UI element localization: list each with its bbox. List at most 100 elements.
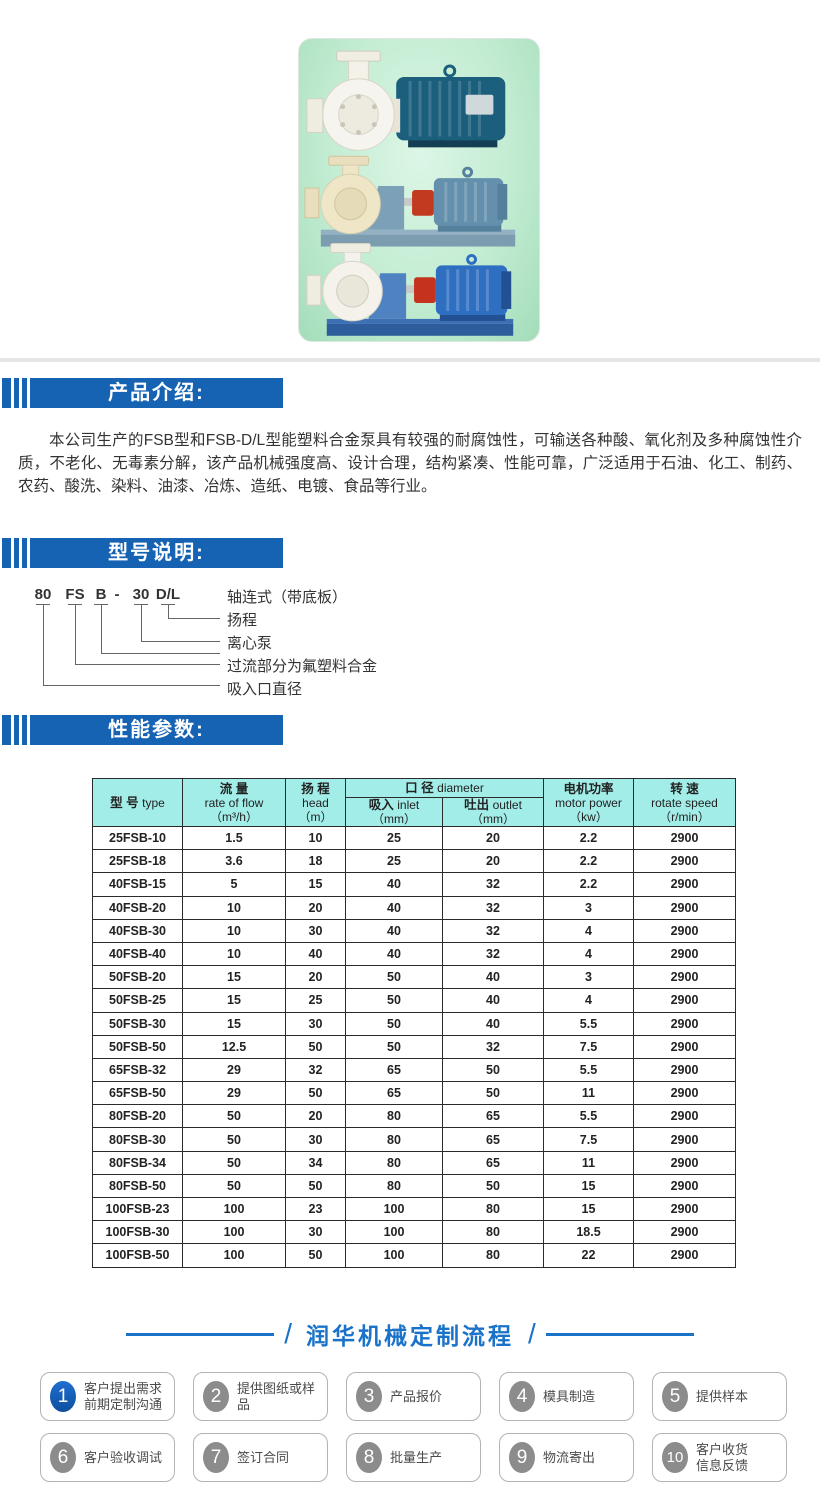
slash-decoration: / <box>528 1318 536 1349</box>
step-card-2: 2 提供图纸或样品 <box>193 1372 328 1421</box>
table-cell: 3 <box>543 965 634 990</box>
step-number-badge: 4 <box>509 1381 535 1412</box>
pump-2 <box>304 155 516 247</box>
connector-tick <box>161 604 175 605</box>
table-cell: 65FSB-32 <box>92 1057 183 1083</box>
header-stripe <box>22 378 27 408</box>
header-stripe <box>2 715 11 745</box>
table-cell: 50 <box>345 965 443 990</box>
table-cell: 40 <box>442 988 544 1013</box>
title-rule-right <box>545 1332 694 1336</box>
connector-line <box>168 605 220 619</box>
code-head: 30 <box>132 586 150 603</box>
table-cell: 25FSB-18 <box>92 849 183 874</box>
table-cell: 20 <box>285 965 346 990</box>
code-mount: D/L <box>155 586 181 603</box>
table-cell: 2900 <box>633 1034 736 1059</box>
table-cell: 40 <box>345 918 443 943</box>
table-cell: 11 <box>543 1081 634 1106</box>
table-cell: 40FSB-40 <box>92 941 183 967</box>
table-cell: 1.5 <box>182 825 286 851</box>
col-header-inlet: 吸入 inlet （mm） <box>345 797 443 827</box>
step-label: 签订合同 <box>237 1449 290 1465</box>
connector-tick <box>134 604 148 605</box>
table-cell: 25FSB-10 <box>92 825 183 851</box>
table-cell: 40FSB-20 <box>92 895 183 920</box>
table-cell: 2900 <box>633 895 736 920</box>
table-cell: 15 <box>182 965 286 990</box>
table-cell: 2900 <box>633 849 736 874</box>
table-cell: 100FSB-23 <box>92 1196 183 1222</box>
table-cell: 80 <box>442 1196 544 1222</box>
pump-1 <box>306 50 506 151</box>
table-cell: 2900 <box>633 872 736 897</box>
table-cell: 32 <box>442 941 544 967</box>
step-card-4: 4 模具制造 <box>499 1372 634 1421</box>
table-cell: 50 <box>345 1011 443 1036</box>
table-cell: 65 <box>345 1081 443 1106</box>
code-suction-diameter: 80 <box>34 586 52 603</box>
table-cell: 30 <box>285 1011 346 1036</box>
pump-3 <box>306 243 514 336</box>
table-cell: 32 <box>442 918 544 943</box>
table-row: 50FSB-50 12.5 50 50 32 7.5 2900 <box>92 1034 736 1059</box>
table-cell: 7.5 <box>543 1127 634 1152</box>
table-cell: 32 <box>442 895 544 920</box>
params-section-header: 性能参数: <box>0 715 283 745</box>
table-cell: 18 <box>285 849 346 874</box>
step-label: 客户提出需求 前期定制沟通 <box>84 1380 163 1412</box>
header-stripe <box>14 538 19 568</box>
table-cell: 4 <box>543 988 634 1013</box>
table-cell: 4 <box>543 941 634 967</box>
table-cell: 50 <box>285 1173 346 1199</box>
step-card-9: 9 物流寄出 <box>499 1433 634 1482</box>
col-header-model: 型 号 type <box>92 778 183 827</box>
table-cell: 25 <box>345 825 443 851</box>
step-label: 提供样本 <box>696 1388 749 1404</box>
table-row: 40FSB-40 10 40 40 32 4 2900 <box>92 941 736 967</box>
step-card-8: 8 批量生产 <box>346 1433 481 1482</box>
step-number-badge: 9 <box>509 1442 535 1473</box>
header-stripe <box>22 538 27 568</box>
table-cell: 80FSB-34 <box>92 1150 183 1175</box>
table-cell: 10 <box>285 825 346 851</box>
table-cell: 18.5 <box>543 1220 634 1245</box>
col-header-power: 电机功率 motor power （kw） <box>543 778 634 827</box>
table-cell: 2900 <box>633 1104 736 1129</box>
table-cell: 29 <box>182 1081 286 1106</box>
flow-title-text: 润华机械定制流程 <box>306 1323 514 1349</box>
col-header-flow: 流 量 rate of flow （m³/h） <box>182 778 286 827</box>
table-cell: 5.5 <box>543 1057 634 1083</box>
table-cell: 15 <box>182 1011 286 1036</box>
step-number-badge: 5 <box>662 1381 688 1412</box>
table-cell: 22 <box>543 1243 634 1268</box>
table-cell: 15 <box>285 872 346 897</box>
step-label: 客户收货 信息反馈 <box>696 1441 749 1473</box>
step-number-badge: 8 <box>356 1442 382 1473</box>
table-cell: 40 <box>345 941 443 967</box>
connector-line <box>141 605 220 642</box>
table-cell: 100 <box>345 1196 443 1222</box>
section-divider <box>0 358 820 362</box>
table-row: 40FSB-15 5 15 40 32 2.2 2900 <box>92 872 736 897</box>
table-cell: 20 <box>285 895 346 920</box>
table-cell: 25 <box>285 988 346 1013</box>
table-cell: 80FSB-50 <box>92 1173 183 1199</box>
table-cell: 2900 <box>633 918 736 943</box>
table-cell: 12.5 <box>182 1034 286 1059</box>
flow-section-title: / 润华机械定制流程 / <box>0 1316 820 1352</box>
col-header-speed: 转 速 rotate speed （r/min） <box>633 778 736 827</box>
connector-line <box>101 605 220 654</box>
table-cell: 40 <box>345 872 443 897</box>
table-cell: 50 <box>182 1150 286 1175</box>
step-label: 批量生产 <box>390 1449 443 1465</box>
step-card-1: 1 客户提出需求 前期定制沟通 <box>40 1372 175 1421</box>
code-material: FS <box>65 586 85 603</box>
table-cell: 100 <box>345 1243 443 1268</box>
table-cell: 100FSB-50 <box>92 1243 183 1268</box>
table-cell: 80 <box>345 1173 443 1199</box>
table-row: 100FSB-23 100 23 100 80 15 2900 <box>92 1196 736 1222</box>
table-cell: 3 <box>543 895 634 920</box>
table-cell: 40FSB-15 <box>92 872 183 897</box>
table-cell: 100 <box>182 1220 286 1245</box>
